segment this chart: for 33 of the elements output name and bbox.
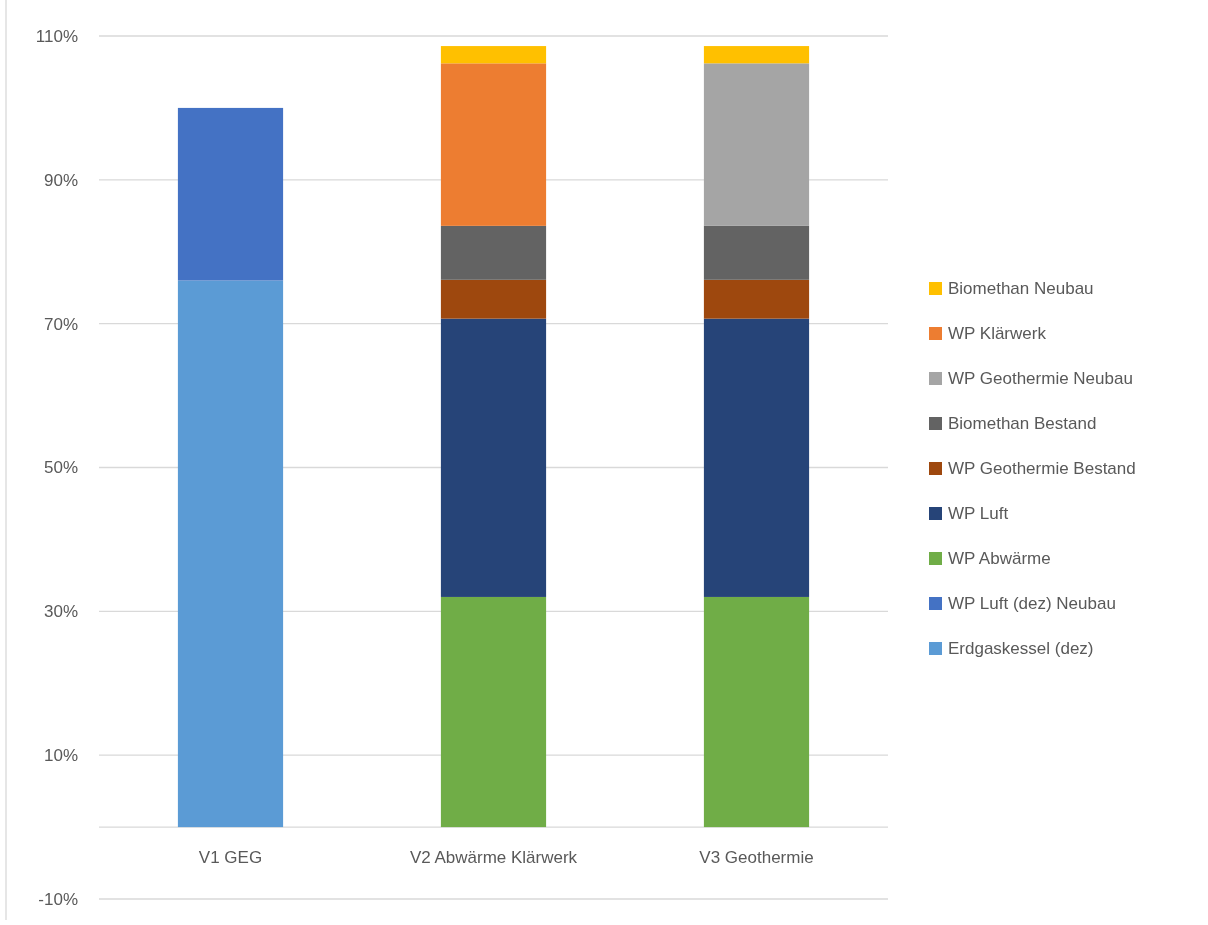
x-tick-label: V1 GEG xyxy=(198,848,263,868)
bar xyxy=(177,280,284,828)
legend-label: WP Luft (dez) Neubau xyxy=(948,593,1116,613)
legend-label: WP Geothermie Bestand xyxy=(948,458,1136,478)
legend-label: Biomethan Neubau xyxy=(948,278,1094,298)
bar xyxy=(703,596,810,828)
bar xyxy=(703,279,810,319)
legend-label: WP Geothermie Neubau xyxy=(948,368,1133,388)
legend-label: WP Abwärme xyxy=(948,548,1051,568)
y-tick-label: 110% xyxy=(35,26,78,46)
bar xyxy=(440,596,547,828)
bar xyxy=(177,107,284,281)
bar xyxy=(440,225,547,280)
y-tick-label: 10% xyxy=(43,746,78,766)
y-tick-label: 30% xyxy=(43,602,78,622)
x-tick-label: V3 Geothermie xyxy=(699,848,814,868)
bar xyxy=(440,46,547,64)
y-tick-label: 90% xyxy=(43,170,78,190)
bar xyxy=(703,225,810,280)
bar xyxy=(440,318,547,597)
y-tick-label: 50% xyxy=(43,458,78,478)
bar xyxy=(440,63,547,226)
bar xyxy=(440,279,547,319)
x-tick-label: V2 Abwärme Klärwerk xyxy=(409,848,578,868)
y-tick-label: 70% xyxy=(43,314,78,334)
y-tick-label: -10% xyxy=(38,889,78,909)
bar xyxy=(703,63,810,226)
legend-label: Erdgaskessel (dez) xyxy=(948,638,1094,658)
bar xyxy=(703,318,810,597)
bar xyxy=(703,46,810,64)
legend-label: WP Luft xyxy=(948,503,1009,523)
legend-label: WP Klärwerk xyxy=(948,323,1047,343)
legend-label: Biomethan Bestand xyxy=(948,413,1097,433)
